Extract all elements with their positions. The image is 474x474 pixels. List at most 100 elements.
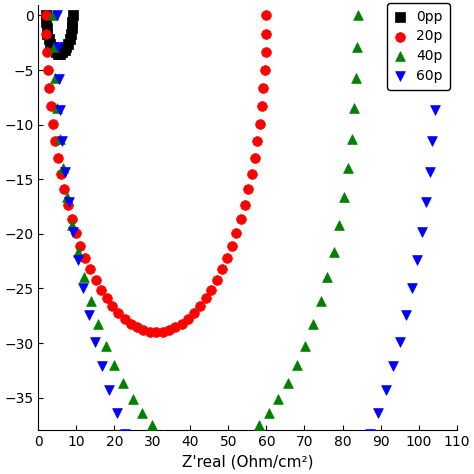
40p	[255, 421, 263, 428]
60p	[54, 44, 62, 51]
60p	[366, 430, 374, 438]
0pp	[48, 44, 56, 51]
20p	[251, 154, 258, 161]
20p	[159, 328, 166, 336]
20p	[202, 295, 210, 302]
40p	[119, 379, 127, 387]
60p	[374, 409, 382, 416]
40p	[317, 298, 324, 305]
20p	[233, 229, 240, 237]
20p	[139, 326, 147, 334]
20p	[109, 302, 116, 310]
60p	[130, 450, 137, 457]
20p	[237, 215, 245, 223]
20p	[103, 295, 110, 302]
60p	[91, 337, 99, 345]
20p	[254, 137, 261, 145]
20p	[133, 324, 141, 331]
0pp	[59, 49, 66, 56]
0pp	[56, 50, 64, 57]
0pp	[52, 49, 60, 56]
60p	[382, 386, 390, 394]
20p	[49, 120, 56, 128]
40p	[301, 342, 309, 349]
40p	[68, 221, 76, 228]
20p	[263, 12, 270, 19]
40p	[245, 431, 252, 438]
60p	[431, 107, 438, 114]
40p	[149, 421, 156, 428]
40p	[293, 361, 301, 369]
40p	[284, 379, 292, 387]
40p	[138, 409, 146, 417]
0pp	[61, 46, 68, 54]
60p	[433, 44, 441, 51]
0pp	[69, 12, 76, 19]
60p	[139, 468, 147, 474]
60p	[65, 199, 73, 206]
40p	[51, 74, 59, 82]
20p	[42, 30, 50, 37]
40p	[275, 395, 283, 402]
20p	[248, 170, 255, 178]
20p	[263, 30, 270, 37]
60p	[408, 285, 416, 292]
60p	[422, 199, 430, 206]
0pp	[42, 12, 50, 19]
40p	[310, 320, 317, 328]
60p	[113, 409, 121, 416]
0pp	[66, 35, 73, 43]
60p	[413, 257, 421, 264]
0pp	[43, 24, 50, 32]
60p	[426, 168, 433, 176]
20p	[57, 170, 64, 178]
60p	[85, 312, 92, 319]
20p	[184, 315, 191, 323]
20p	[165, 326, 173, 334]
60p	[98, 363, 106, 370]
40p	[74, 248, 82, 255]
40p	[202, 448, 210, 456]
40p	[354, 43, 361, 50]
60p	[396, 337, 404, 345]
20p	[146, 328, 154, 336]
40p	[64, 193, 71, 201]
40p	[234, 438, 242, 446]
40p	[348, 135, 356, 142]
20p	[262, 48, 270, 56]
40p	[87, 298, 94, 305]
0pp	[64, 40, 72, 47]
20p	[72, 229, 80, 237]
60p	[55, 75, 63, 82]
40p	[50, 43, 58, 50]
40p	[53, 104, 61, 112]
20p	[178, 320, 185, 328]
20p	[256, 120, 264, 128]
40p	[80, 273, 88, 281]
20p	[97, 286, 105, 293]
40p	[102, 342, 110, 349]
40p	[223, 444, 231, 452]
20p	[172, 324, 179, 331]
40p	[344, 164, 352, 172]
60p	[54, 12, 61, 19]
40p	[330, 248, 337, 255]
40p	[350, 104, 358, 112]
40p	[213, 447, 220, 455]
60p	[434, 12, 441, 19]
20p	[44, 67, 51, 74]
20p	[196, 302, 204, 310]
60p	[56, 107, 64, 114]
60p	[418, 228, 426, 236]
20p	[218, 265, 226, 273]
40p	[110, 361, 118, 369]
X-axis label: Z'real (Ohm/cm²): Z'real (Ohm/cm²)	[182, 455, 313, 470]
40p	[354, 12, 362, 19]
40p	[324, 273, 331, 281]
40p	[50, 12, 57, 19]
40p	[340, 193, 348, 201]
0pp	[44, 30, 51, 37]
60p	[348, 468, 356, 474]
60p	[79, 285, 87, 292]
0pp	[68, 24, 75, 32]
